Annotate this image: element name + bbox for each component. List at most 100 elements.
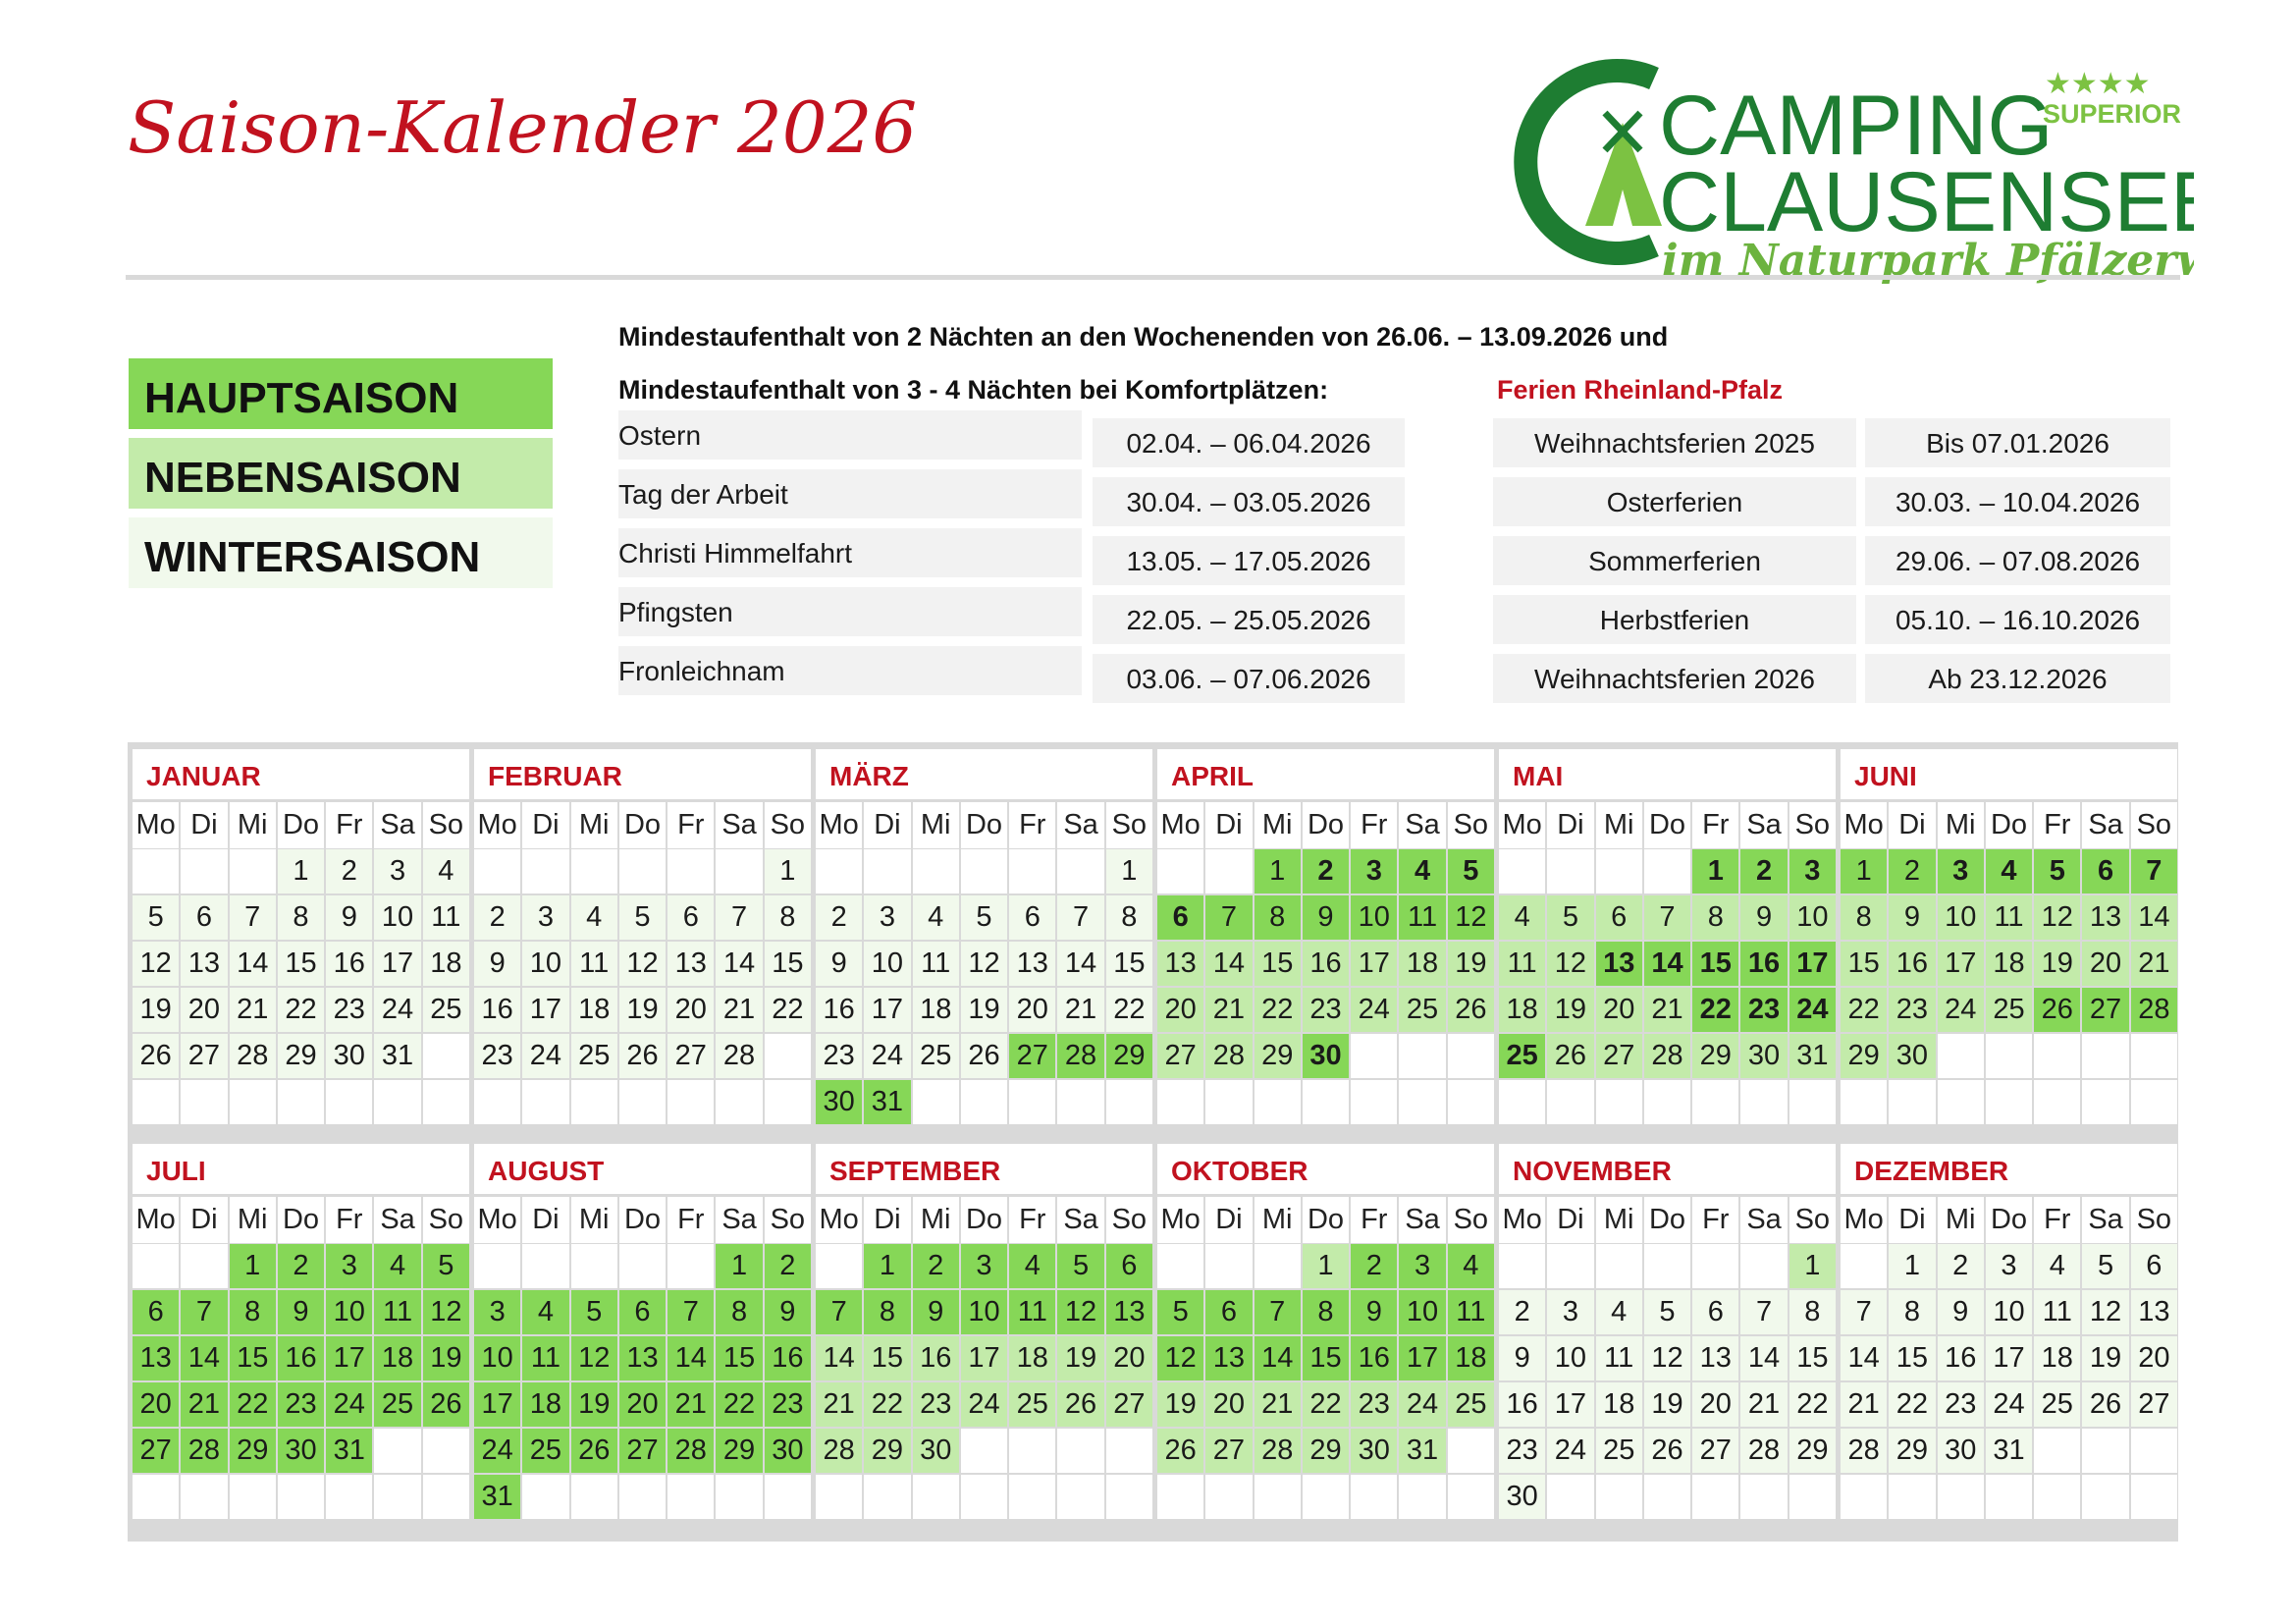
- month-day-grid: 1 2 3 4 5 6 7 8 9 10 11 12 13 14 15 16 17 18 19 20 21 22 23 24 2…: [1157, 849, 1494, 1124]
- day-cell: 23: [764, 1382, 811, 1427]
- day-cell: 24: [1351, 988, 1398, 1032]
- weekday-label: So: [1447, 1197, 1494, 1243]
- day-cell: 5: [133, 895, 180, 940]
- day-cell: 19: [960, 988, 1008, 1032]
- weekday-label: So: [422, 1197, 469, 1243]
- empty-cell: [1547, 1475, 1594, 1519]
- day-cell: 7: [2130, 849, 2177, 893]
- day-cell: 14: [716, 942, 763, 986]
- ferien-name: Sommerferien: [1493, 536, 1856, 585]
- day-cell: 30: [1740, 1034, 1788, 1078]
- day-cell: 24: [1789, 988, 1836, 1032]
- day-cell: 12: [2082, 1290, 2129, 1334]
- day-cell: 3: [960, 1244, 1008, 1288]
- weekday-label: Do: [1643, 1197, 1691, 1243]
- day-cell: 11: [1447, 1290, 1494, 1334]
- day-cell: 21: [716, 988, 763, 1032]
- weekday-label: Di: [522, 1197, 569, 1243]
- day-cell: 10: [1547, 1336, 1594, 1380]
- day-cell: 9: [1740, 895, 1788, 940]
- empty-cell: [229, 1475, 276, 1519]
- empty-cell: [277, 1080, 325, 1124]
- ferien-dates: 05.10. – 16.10.2026: [1865, 595, 2170, 644]
- day-cell: 20: [133, 1382, 180, 1427]
- weekday-label: Mo: [1157, 1197, 1204, 1243]
- weekday-label: Di: [1889, 1197, 1936, 1243]
- month-day-grid: 1 2 3 4 5 6 7 8 9 10 11 12 13 14 15 16 17 18 19 20 21 22 23 24 2…: [474, 1244, 811, 1519]
- day-cell: 4: [1985, 849, 2033, 893]
- day-cell: 4: [1399, 849, 1446, 893]
- day-cell: 20: [181, 988, 228, 1032]
- day-cell: 21: [229, 988, 276, 1032]
- empty-cell: [1692, 1244, 1739, 1288]
- day-cell: 28: [1057, 1034, 1104, 1078]
- day-cell: 17: [1547, 1382, 1594, 1427]
- day-cell: 27: [667, 1034, 715, 1078]
- month-day-grid: 1 2 3 4 5 6 7 8 9 10 11 12 13 14 15 16 17 18 19 20 21 22 23 24 2…: [816, 1244, 1152, 1519]
- weekday-label: Sa: [2082, 802, 2129, 848]
- day-cell: 4: [1595, 1290, 1642, 1334]
- min-stay-notice-2: Mindestaufenthalt von 3 - 4 Nächten bei …: [618, 375, 1329, 405]
- day-cell: 1: [277, 849, 325, 893]
- empty-cell: [667, 1244, 715, 1288]
- empty-cell: [2082, 1034, 2129, 1078]
- month-day-grid: 1 2 3 4 5 6 7 8 9 10 11 12 13 14 15 16 17 18 19 20 21 22 23 24 2…: [1841, 1244, 2177, 1519]
- day-cell: 31: [1399, 1429, 1446, 1473]
- day-cell: 13: [181, 942, 228, 986]
- day-cell: 24: [1399, 1382, 1446, 1427]
- weekday-label: Sa: [1057, 1197, 1104, 1243]
- weekday-label: Mi: [1937, 1197, 1984, 1243]
- empty-cell: [1302, 1475, 1350, 1519]
- empty-cell: [1057, 849, 1104, 893]
- day-cell: 22: [864, 1382, 911, 1427]
- day-cell: 28: [667, 1429, 715, 1473]
- day-cell: 10: [374, 895, 421, 940]
- day-cell: 5: [2082, 1244, 2129, 1288]
- day-cell: 30: [1937, 1429, 1984, 1473]
- empty-cell: [618, 849, 667, 893]
- day-cell: 10: [326, 1290, 373, 1334]
- empty-cell: [1254, 1244, 1301, 1288]
- weekday-label: Di: [864, 1197, 911, 1243]
- empty-cell: [2082, 1429, 2129, 1473]
- day-cell: 29: [277, 1034, 325, 1078]
- day-cell: 6: [1105, 1244, 1152, 1288]
- weekday-label: Sa: [1399, 802, 1446, 848]
- day-cell: 6: [133, 1290, 180, 1334]
- day-cell: 17: [1399, 1336, 1446, 1380]
- empty-cell: [667, 1475, 715, 1519]
- month-day-grid: 1 2 3 4 5 6 7 8 9 10 11 12 13 14 15 16 17 18 19 20 21 22 23 24 2…: [1157, 1244, 1494, 1519]
- day-cell: 5: [422, 1244, 469, 1288]
- day-cell: 18: [1009, 1336, 1056, 1380]
- day-cell: 5: [618, 895, 667, 940]
- holiday-dates: 03.06. – 07.06.2026: [1093, 654, 1405, 703]
- day-cell: 12: [1447, 895, 1494, 940]
- day-cell: 3: [474, 1290, 521, 1334]
- day-cell: 1: [764, 849, 811, 893]
- empty-cell: [422, 1034, 469, 1078]
- day-cell: 7: [181, 1290, 228, 1334]
- ferien-name: Osterferien: [1493, 477, 1856, 526]
- weekday-label: Di: [1547, 802, 1594, 848]
- empty-cell: [960, 1080, 1008, 1124]
- day-cell: 28: [229, 1034, 276, 1078]
- empty-cell: [716, 1475, 763, 1519]
- day-cell: 19: [1547, 988, 1594, 1032]
- day-cell: 26: [1643, 1429, 1691, 1473]
- day-cell: 17: [522, 988, 569, 1032]
- day-cell: 22: [716, 1382, 763, 1427]
- empty-cell: [1789, 1080, 1836, 1124]
- empty-cell: [522, 849, 569, 893]
- day-cell: 25: [912, 1034, 959, 1078]
- weekday-label: Do: [1643, 802, 1691, 848]
- day-cell: 10: [474, 1336, 521, 1380]
- weekday-label: Mo: [816, 802, 863, 848]
- empty-cell: [229, 1080, 276, 1124]
- day-cell: 15: [1254, 942, 1301, 986]
- holiday-name: Christi Himmelfahrt: [618, 528, 1082, 577]
- day-cell: 16: [326, 942, 373, 986]
- weekday-label: Fr: [2034, 802, 2081, 848]
- weekday-label: Mo: [133, 802, 180, 848]
- day-cell: 24: [1937, 988, 1984, 1032]
- logo-line2: CLAUSENSEE: [1659, 155, 2194, 249]
